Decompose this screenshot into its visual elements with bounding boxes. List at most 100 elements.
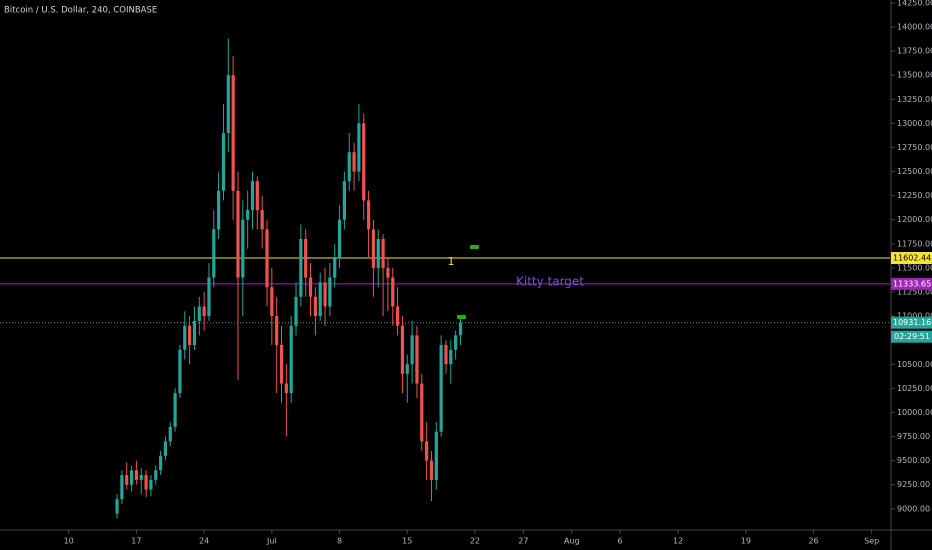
candle-body [197, 306, 201, 321]
candle-body [279, 344, 284, 384]
y-tick-label: 12000.00 [897, 215, 932, 224]
y-tick-label: 12250.00 [897, 191, 932, 200]
y-tick-label: 10500.00 [897, 360, 932, 369]
candle-body [217, 190, 221, 230]
annotation: Kitty target [516, 275, 584, 289]
candle-body [395, 306, 400, 326]
x-tick-label: 19 [741, 537, 751, 546]
candle-body [366, 200, 371, 230]
candle-body [444, 344, 448, 365]
x-tick-label: 15 [402, 537, 412, 546]
candle-body [246, 210, 250, 220]
candle-body [236, 190, 240, 278]
candle-body [328, 277, 332, 307]
axes: 9000.00 9250.00 9500.00 9750.00 10000.00 1025… [64, 0, 932, 546]
y-tick-label: 9500.00 [897, 456, 930, 465]
candle-body [154, 470, 158, 480]
candle-body [226, 75, 230, 133]
x-tick-label: Aug [564, 537, 580, 546]
y-tick-label: 14000.00 [897, 22, 932, 31]
candle-body [241, 219, 245, 278]
candle-body [386, 267, 390, 278]
candle-body [178, 349, 182, 394]
candle-body [439, 344, 443, 432]
candle-body [275, 316, 279, 345]
candle-body [425, 441, 429, 461]
candle-body [221, 132, 226, 191]
candle-body [391, 277, 395, 307]
candle-body [270, 287, 274, 317]
candle-body [231, 75, 235, 191]
candle-body [323, 282, 327, 307]
candle-body [371, 229, 376, 268]
price-tag-label: 11602.44 [893, 254, 931, 263]
candle-body [308, 277, 313, 297]
candle-body [337, 219, 342, 259]
x-tick-label: 6 [618, 537, 623, 546]
candles [115, 38, 463, 519]
candle-body [400, 325, 405, 374]
candle-body [289, 325, 293, 394]
y-tick-label: 10000.00 [897, 408, 932, 417]
price-tag [891, 252, 932, 265]
price-tag-label: 10931.16 [893, 318, 931, 327]
candle-body [250, 181, 255, 211]
y-tick-label: 9750.00 [897, 432, 930, 441]
x-tick-label: 10 [64, 537, 74, 546]
candle-body [183, 325, 187, 350]
y-tick-label: 11250.00 [897, 287, 932, 296]
marker [470, 245, 479, 249]
candle-body [434, 431, 438, 480]
y-tick-label: 13500.00 [897, 71, 932, 80]
y-tick-label: 10250.00 [897, 384, 932, 393]
x-tick-label: Jul [266, 537, 277, 546]
candle-body [212, 229, 216, 278]
y-tick-label: 13750.00 [897, 47, 932, 56]
y-tick-label: 9000.00 [897, 504, 930, 513]
candle-body [265, 229, 269, 288]
candle-body [168, 426, 172, 442]
candle-body [294, 296, 298, 326]
x-tick-label: 22 [470, 537, 480, 546]
candle-body [420, 383, 424, 442]
y-tick-label: 13250.00 [897, 95, 932, 104]
candle-body [429, 460, 434, 480]
y-tick-label: 12500.00 [897, 167, 932, 176]
x-tick-label: Sep [864, 537, 879, 546]
candle-body [192, 320, 197, 345]
candle-body [304, 238, 308, 278]
price-tag [891, 316, 932, 329]
x-tick-label: 27 [518, 537, 528, 546]
candle-body [134, 470, 139, 480]
candle-body [405, 364, 409, 374]
x-tick-label: 8 [337, 537, 342, 546]
candle-body [284, 383, 288, 394]
candle-body [313, 296, 317, 317]
candle-body [449, 349, 453, 365]
chart-title: Bitcoin / U.S. Dollar, 240, COINBASE [4, 6, 157, 16]
candle-body [410, 335, 414, 365]
x-tick-label: 17 [131, 537, 141, 546]
candle-body [318, 282, 322, 317]
candle-body [352, 152, 356, 172]
candle-body [129, 470, 134, 485]
candle-body [347, 152, 351, 182]
candle-body [260, 210, 264, 230]
y-tick-label: 11500.00 [897, 263, 932, 272]
y-tick-label: 12750.00 [897, 143, 932, 152]
y-tick-label: 11000.00 [897, 312, 932, 321]
candle-body [415, 335, 419, 384]
y-tick-label: 14250.00 [897, 0, 932, 7]
candle-body [144, 475, 148, 490]
candle-body [376, 238, 380, 268]
candle-body [188, 325, 192, 345]
y-tick-label: 9250.00 [897, 480, 930, 489]
candle-body [299, 238, 303, 297]
annotation: 1 [448, 255, 455, 268]
candle-body [173, 393, 177, 427]
candle-body [342, 181, 346, 220]
y-tick-label: 13000.00 [897, 119, 932, 128]
